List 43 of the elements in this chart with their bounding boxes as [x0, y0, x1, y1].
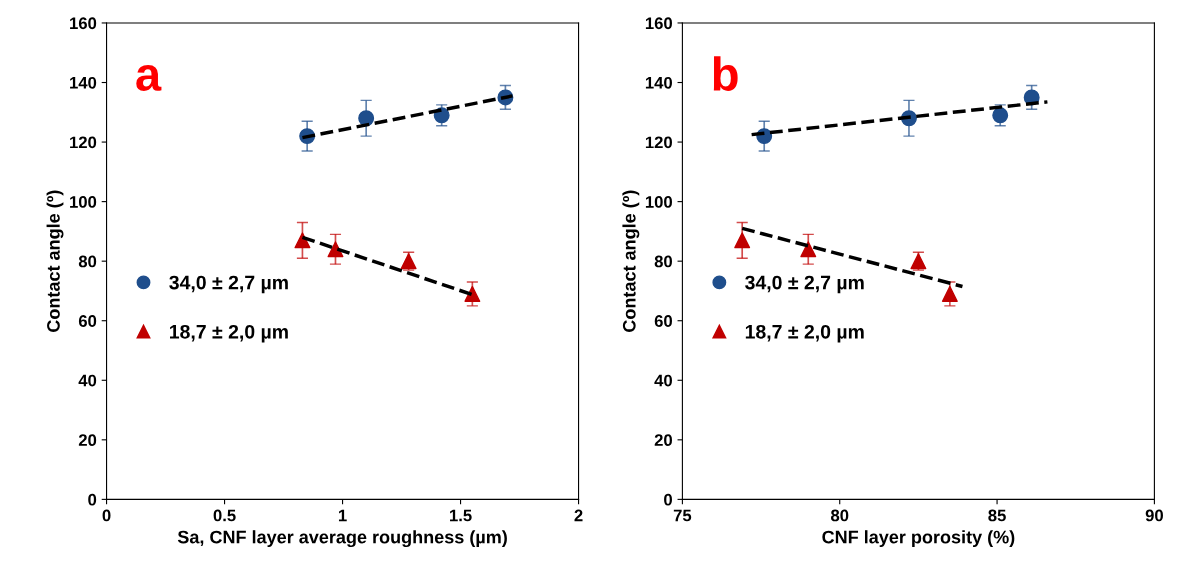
x-tick-label: 0.5: [213, 509, 236, 522]
x-tick-label: 75: [673, 509, 692, 522]
annotation: a: [136, 65, 162, 91]
x-axis-title: CNF layer porosity (%): [822, 530, 1015, 548]
y-tick-label: 120: [645, 136, 672, 149]
y-tick-label: 100: [70, 196, 97, 208]
x-tick-label: 1.5: [450, 509, 472, 522]
y-tick-label: 100: [645, 196, 672, 208]
y-tick-label: 40: [78, 374, 97, 387]
legend-label: 34,0 ± 2,7 µm: [169, 275, 288, 294]
y-tick-label: 0: [88, 493, 97, 506]
point: [941, 285, 958, 302]
y-tick-label: 120: [70, 136, 97, 149]
x-tick-label: 80: [830, 509, 849, 522]
y-tick-label: 20: [78, 434, 97, 447]
y-tick-label: 20: [654, 434, 672, 447]
y-tick-label: 160: [645, 17, 672, 30]
y-tick-label: 60: [78, 315, 97, 327]
y-axis-title: Contact angle (º): [46, 190, 64, 332]
annotation: b: [713, 56, 738, 91]
point: [800, 241, 817, 258]
point: [358, 110, 375, 127]
y-tick-label: 0: [664, 493, 672, 506]
y-tick-label: 160: [70, 17, 97, 30]
legend-label: 34,0 ± 2,7 µm: [745, 275, 864, 294]
x-axis-title: Sa, CNF layer average roughness (µm): [177, 530, 507, 548]
x-tick-label: 1: [338, 509, 347, 522]
y-tick-label: 80: [78, 255, 97, 268]
y-tick-label: 140: [645, 76, 672, 89]
point: [734, 232, 751, 249]
point: [327, 241, 344, 258]
legend-label: 18,7 ± 2,0 µm: [745, 324, 864, 343]
x-tick-label: 0: [102, 509, 111, 522]
y-tick-label: 40: [654, 374, 672, 387]
x-tick-label: 85: [988, 509, 1006, 522]
y-tick-label: 60: [654, 315, 672, 327]
y-tick-label: 80: [654, 255, 672, 268]
y-tick-label: 140: [70, 76, 97, 89]
legend-label: 18,7 ± 2,0 µm: [170, 324, 288, 343]
x-tick-label: 90: [1145, 509, 1163, 522]
y-axis-title: Contact angle (º): [622, 190, 640, 332]
point: [464, 285, 481, 302]
x-tick-label: 2: [574, 509, 583, 522]
